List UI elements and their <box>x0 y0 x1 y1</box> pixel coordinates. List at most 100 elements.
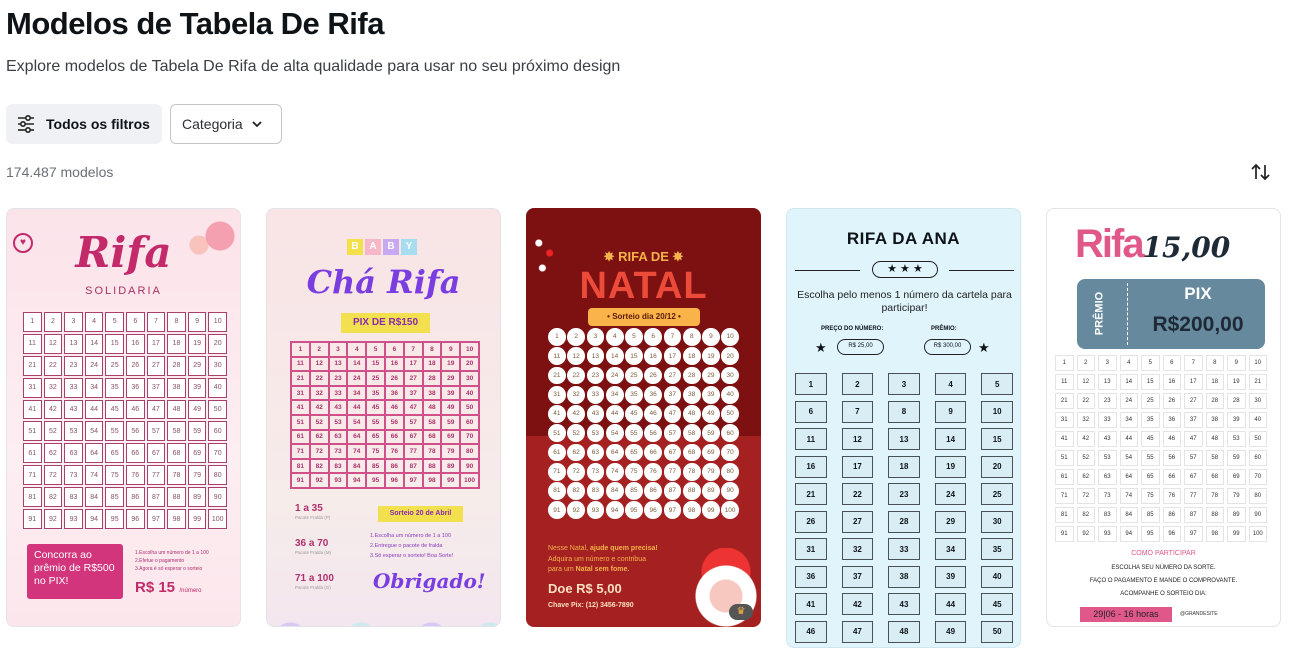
sort-button[interactable] <box>1250 162 1272 187</box>
price-label: PREÇO DO NÚMERO: <box>821 326 884 332</box>
number-cell: 45 <box>366 400 385 415</box>
number-cell: 73 <box>64 465 83 486</box>
page-subtitle: Explore modelos de Tabela De Rifa de alt… <box>6 58 621 75</box>
number-cell: 55 <box>366 414 385 430</box>
template-card[interactable]: RIFA DA ANA ★ ★ ★ Escolha pelo menos 1 n… <box>786 208 1021 648</box>
number-cell: 42 <box>1076 431 1095 447</box>
number-cell: 15 <box>981 428 1013 450</box>
number-cell: 10 <box>981 400 1013 423</box>
number-cell: 17 <box>403 356 423 372</box>
number-cell: 22 <box>1076 393 1095 409</box>
number-cell: 4 <box>934 373 967 395</box>
number-cell: 77 <box>663 462 682 481</box>
number-cell: 57 <box>146 421 166 442</box>
number-cell: 80 <box>721 462 739 481</box>
range-item: 36 a 70 Pacote Fralda (M) <box>295 538 332 555</box>
number-cell: 28 <box>1205 393 1224 409</box>
number-cell: 30 <box>721 366 739 385</box>
number-cell: 26 <box>126 355 145 376</box>
number-cell: 39 <box>702 385 720 404</box>
step: 2.Efetue o pagamento <box>135 558 185 564</box>
crown-icon[interactable]: ♛ <box>729 604 753 620</box>
number-cell: 23 <box>888 483 920 505</box>
number-cell: 99 <box>441 473 461 488</box>
number-cell: 89 <box>1227 507 1246 523</box>
number-cell: 35 <box>1141 412 1160 428</box>
number-cell: 63 <box>328 429 348 445</box>
number-cell: 54 <box>84 421 104 442</box>
number-grid: 1 2 3 4 5 6 7 8 9 10 11 12 13 14 15 16 17 18 19 20 21 22 23 24 2… <box>290 341 480 489</box>
number-cell: 18 <box>167 333 186 354</box>
number-cell: 37 <box>146 377 166 398</box>
number-cell: 6 <box>1162 355 1181 371</box>
number-cell: 95 <box>105 509 124 529</box>
number-cell: 50 <box>721 405 739 423</box>
number-cell: 10 <box>721 328 739 346</box>
number-cell: 48 <box>1205 431 1224 447</box>
number-cell: 56 <box>126 421 145 442</box>
number-cell: 68 <box>167 443 186 464</box>
number-cell: 27 <box>1184 393 1203 409</box>
number-cell: 79 <box>441 444 461 459</box>
number-cell: 89 <box>702 482 720 500</box>
number-cell: 55 <box>625 424 643 442</box>
template-card[interactable]: ♥ Rifa SOLIDARIA 1 2 3 4 5 6 7 8 9 10 11 12 13 14 15 16… <box>6 208 241 627</box>
number-cell: 51 <box>1055 450 1074 466</box>
template-card[interactable]: ✸ RIFA DE ✸ NATAL • Sorteio dia 20/12 • … <box>526 208 761 627</box>
number-cell: 96 <box>126 509 145 529</box>
number-cell: 11 <box>1055 374 1074 390</box>
number-cell: 46 <box>644 405 662 423</box>
number-cell: 58 <box>422 414 442 430</box>
number-cell: 41 <box>1055 431 1074 447</box>
number-cell: 68 <box>422 429 442 445</box>
number-cell: 30 <box>460 371 479 386</box>
number-cell: 71 <box>548 462 566 481</box>
number-cell: 40 <box>1248 412 1267 428</box>
number-cell: 49 <box>441 400 461 415</box>
number-cell: 12 <box>309 356 329 372</box>
card-title: Rifa15,00 <box>1075 221 1230 276</box>
number-cell: 94 <box>1119 526 1138 542</box>
thanks-text: Obrigado! <box>373 569 486 593</box>
number-cell: 3 <box>586 328 605 346</box>
number-cell: 27 <box>146 355 166 376</box>
category-dropdown[interactable]: Categoria <box>170 104 282 144</box>
number-cell: 83 <box>1098 507 1117 523</box>
number-cell: 2 <box>567 328 585 346</box>
price-unit: /número <box>179 588 202 594</box>
handle: @GRANDESITE <box>1180 611 1218 617</box>
number-cell: 53 <box>586 424 605 442</box>
number-cell: 10 <box>1248 355 1267 371</box>
range-item: 71 a 100 Pacote Fralda (G) <box>295 573 334 590</box>
number-cell: 41 <box>23 399 42 420</box>
number-cell: 31 <box>1055 412 1074 428</box>
number-cell: 31 <box>291 385 310 401</box>
number-cell: 10 <box>208 312 227 332</box>
number-cell: 44 <box>934 593 967 615</box>
all-filters-button[interactable]: Todos os filtros <box>6 104 162 144</box>
block: B <box>383 239 399 255</box>
number-cell: 61 <box>291 429 310 445</box>
number-cell: 28 <box>1227 393 1246 409</box>
number-cell: 25 <box>366 371 385 386</box>
number-cell: 92 <box>1076 526 1095 542</box>
number-cell: 41 <box>548 405 566 423</box>
number-cell: 14 <box>605 347 624 365</box>
number-cell: 59 <box>1227 450 1246 466</box>
number-cell: 6 <box>644 328 662 346</box>
number-cell: 7 <box>146 312 166 332</box>
number-cell: 97 <box>403 473 423 488</box>
number-cell: 19 <box>934 455 967 478</box>
number-cell: 89 <box>187 487 207 508</box>
number-cell: 70 <box>208 443 227 464</box>
number-cell: 93 <box>1098 526 1117 542</box>
number-cell: 90 <box>208 487 227 508</box>
number-cell: 97 <box>1184 526 1203 542</box>
card-title: Chá Rifa <box>306 263 461 301</box>
number-cell: 46 <box>795 620 827 643</box>
number-cell: 21 <box>291 371 310 386</box>
number-cell: 66 <box>644 443 662 462</box>
number-cell: 53 <box>64 421 83 442</box>
